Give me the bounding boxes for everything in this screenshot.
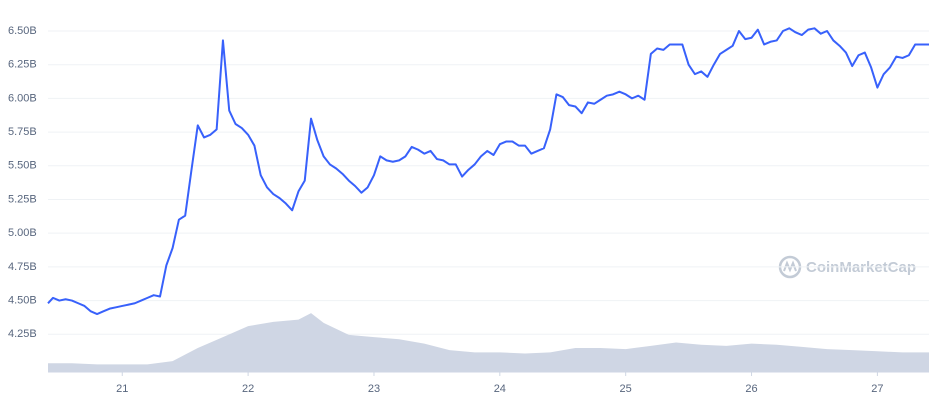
- price-line: [47, 27, 929, 316]
- volume-area: [48, 313, 929, 372]
- y-tick-label: 6.25B: [8, 59, 37, 71]
- y-tick-label: 4.75B: [8, 261, 37, 273]
- x-tick-label: 25: [620, 383, 632, 395]
- x-tick-label: 21: [116, 383, 128, 395]
- y-tick-label: 4.25B: [8, 328, 37, 340]
- x-tick-label: 23: [368, 383, 380, 395]
- x-tick-label: 24: [494, 383, 506, 395]
- y-tick-label: 5.50B: [8, 160, 37, 172]
- y-tick-label: 5.25B: [8, 193, 37, 205]
- y-tick-label: 6.50B: [8, 25, 37, 37]
- y-tick-label: 6.00B: [8, 92, 37, 104]
- x-tick-label: 22: [242, 383, 254, 395]
- y-tick-label: 4.50B: [8, 294, 37, 306]
- x-tick-label: 27: [871, 383, 883, 395]
- x-tick-label: 26: [745, 383, 757, 395]
- watermark: CoinMarketCap: [806, 259, 916, 276]
- y-tick-label: 5.75B: [8, 126, 37, 138]
- y-tick-label: 5.00B: [8, 227, 37, 239]
